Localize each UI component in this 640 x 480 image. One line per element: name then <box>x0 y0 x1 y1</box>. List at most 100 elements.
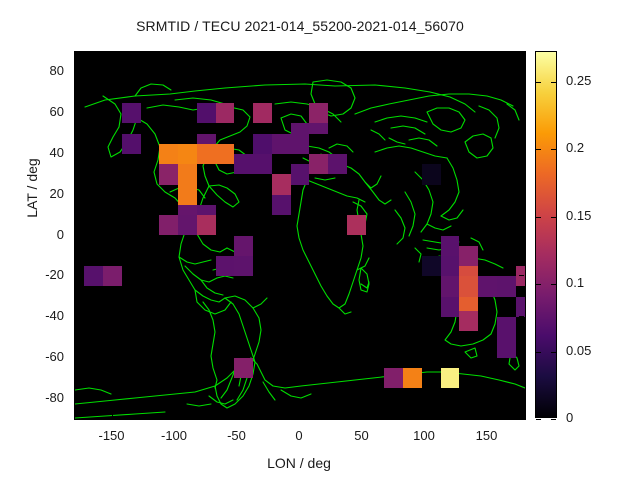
colorbar-tick-mark <box>551 351 556 353</box>
heatmap-cell <box>440 255 460 277</box>
heatmap-cell <box>178 184 197 205</box>
x-tick-mark <box>299 413 300 418</box>
colorbar-tick-mark <box>551 81 556 83</box>
x-tick-label: 150 <box>475 428 498 443</box>
heatmap-cell <box>121 133 141 154</box>
y-tick-mark <box>74 112 79 114</box>
x-tick-mark-top <box>236 51 238 56</box>
y-tick-label: 80 <box>49 63 64 79</box>
heatmap-cell <box>309 153 329 175</box>
heatmap-cell <box>496 276 516 297</box>
x-tick-mark-top <box>424 51 425 56</box>
heatmap-cell <box>290 123 310 144</box>
y-tick-label: -60 <box>45 348 64 364</box>
colorbar-tick-mark <box>536 81 541 83</box>
x-tick-mark <box>111 413 113 418</box>
y-tick-label: 60 <box>49 104 64 120</box>
x-tick-mark <box>174 413 175 418</box>
x-tick-label: 100 <box>413 428 435 443</box>
colorbar-tick-mark <box>551 216 556 218</box>
heatmap-cell <box>253 133 272 154</box>
colorbar-tick-mark <box>536 419 541 420</box>
heatmap-cell <box>253 102 272 124</box>
y-tick-mark <box>74 356 79 358</box>
colorbar[interactable] <box>535 51 557 420</box>
y-tick-label: 40 <box>49 144 64 160</box>
y-tick-label: -40 <box>45 308 64 324</box>
heatmap-cell <box>271 133 291 154</box>
heatmap-cell <box>159 143 179 165</box>
y-tick-label: -20 <box>45 267 64 283</box>
colorbar-tick-mark <box>536 351 541 353</box>
x-tick-label: 50 <box>354 428 369 443</box>
heatmap-cell <box>271 194 291 216</box>
heatmap-cell <box>440 235 460 256</box>
heatmap-cell <box>196 143 216 165</box>
x-tick-label: -150 <box>98 428 125 443</box>
map-plot-area[interactable] <box>74 51 526 420</box>
heatmap-cell <box>178 164 197 185</box>
heatmap-cell <box>215 143 235 165</box>
heatmap-cell <box>459 276 479 297</box>
heatmap-cell <box>403 368 422 389</box>
heatmap-cell <box>215 102 235 124</box>
x-tick-mark-top <box>174 51 175 56</box>
y-tick-mark-right <box>519 316 524 318</box>
y-axis-title: LAT / deg <box>24 158 40 218</box>
colorbar-tick-label: 0.05 <box>566 342 592 358</box>
heatmap-cell <box>421 255 441 277</box>
y-tick-mark <box>74 316 79 318</box>
heatmap-cell <box>234 255 254 277</box>
heatmap-cell <box>178 143 197 165</box>
colorbar-tick-mark <box>551 149 556 151</box>
y-tick-mark-right <box>519 112 524 114</box>
heatmap-cell <box>440 296 460 318</box>
y-tick-mark-right <box>519 152 524 154</box>
colorbar-tick-label: 0.2 <box>566 140 585 156</box>
x-axis-title: LON / deg <box>267 455 331 471</box>
y-tick-label: 0 <box>56 226 64 242</box>
colorbar-tick-mark <box>536 149 541 151</box>
x-tick-mark-top <box>299 51 300 56</box>
colorbar-tick-label: 0.25 <box>566 72 592 88</box>
heatmap-cell <box>309 102 329 124</box>
colorbar-tick-mark <box>536 284 541 286</box>
x-tick-mark <box>236 413 238 418</box>
y-tick-mark <box>74 397 79 399</box>
heatmap-cell <box>215 255 235 277</box>
y-tick-label: -80 <box>45 389 64 405</box>
x-tick-label: -50 <box>227 428 246 443</box>
y-tick-mark-right <box>519 275 524 277</box>
colorbar-tick-label: 0.15 <box>566 207 592 223</box>
heatmap-cell <box>346 215 366 236</box>
y-tick-mark <box>74 71 79 73</box>
heatmap-cell <box>478 276 497 297</box>
heatmap-cell <box>196 215 216 236</box>
heatmap-cell <box>421 164 441 185</box>
x-tick-mark-top <box>111 51 113 56</box>
heatmap-cell <box>328 153 347 175</box>
x-tick-mark-top <box>486 51 488 56</box>
colorbar-tick-mark <box>551 284 556 286</box>
y-tick-mark <box>74 193 79 195</box>
heatmap-cell <box>103 266 122 287</box>
y-tick-label: 20 <box>49 185 64 201</box>
x-tick-mark <box>486 413 488 418</box>
y-tick-mark-right <box>519 71 524 73</box>
heatmap-cell <box>496 317 516 338</box>
heatmap-cell <box>159 164 179 185</box>
heatmap-cell <box>234 235 254 256</box>
heatmap-cell <box>159 215 179 236</box>
y-tick-mark-right <box>519 356 524 358</box>
heatmap-cell <box>515 266 525 287</box>
colorbar-tick-mark <box>551 419 556 420</box>
heatmap-cell <box>290 164 310 185</box>
heatmap-cell <box>459 245 479 267</box>
x-tick-mark <box>424 413 425 418</box>
heatmap-cell <box>178 215 197 236</box>
colorbar-tick-label: 0.1 <box>566 275 585 291</box>
y-tick-mark <box>74 152 79 154</box>
x-tick-label: -100 <box>160 428 188 443</box>
y-tick-mark <box>74 275 79 277</box>
x-tick-mark-top <box>361 51 363 56</box>
